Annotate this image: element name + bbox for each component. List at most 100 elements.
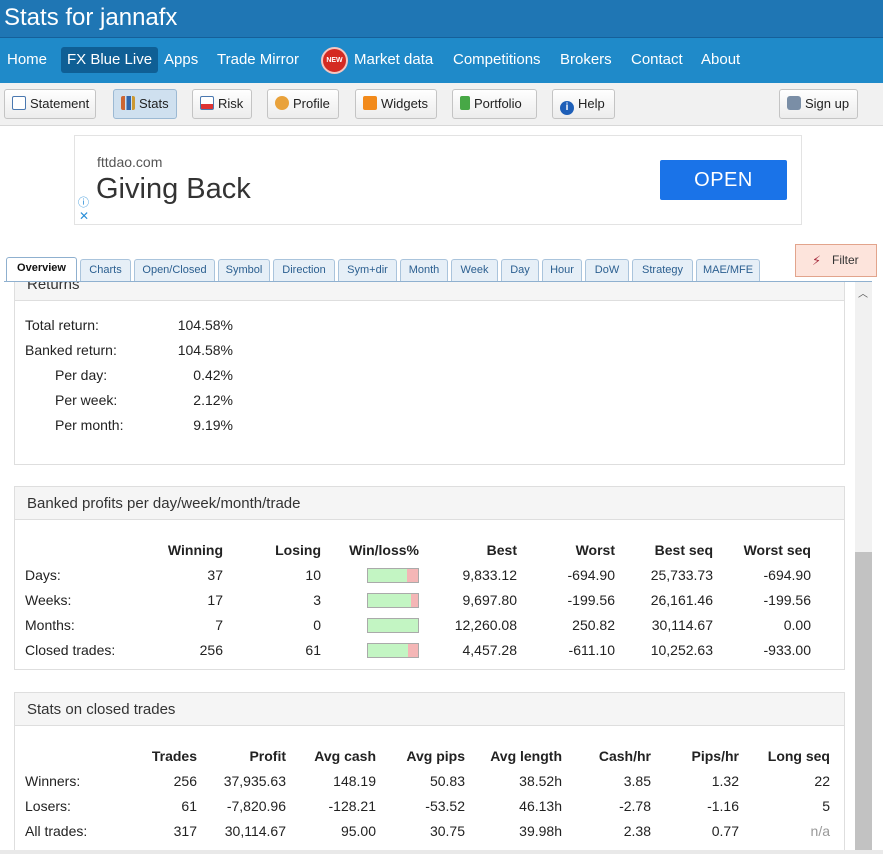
scrollbar-thumb[interactable] — [855, 552, 872, 850]
signup-label: Sign up — [805, 96, 850, 111]
ad-info-icon[interactable]: ⓘ — [78, 197, 89, 209]
widgets-button[interactable]: Widgets — [355, 89, 437, 119]
nav-home[interactable]: Home — [7, 51, 48, 68]
statement-label: Statement — [30, 96, 90, 111]
tab-direction[interactable]: Direction — [273, 259, 335, 281]
best-cell: 9,697.80 — [462, 591, 518, 608]
row-label: Months: — [25, 616, 75, 633]
table-row: Winners: 256 37,935.63 148.19 50.83 38.5… — [25, 768, 830, 793]
winning-cell: 7 — [215, 616, 223, 633]
tab-month[interactable]: Month — [400, 259, 448, 281]
portfolio-button[interactable]: Portfolio — [452, 89, 537, 119]
tab-sym-dir[interactable]: Sym+dir — [338, 259, 397, 281]
scroll-up-icon[interactable]: ︿ — [858, 289, 868, 300]
help-label: Help — [578, 96, 605, 111]
returns-value: 104.58% — [177, 342, 233, 358]
cash-hr-cell: 2.38 — [623, 822, 651, 839]
tab-hour[interactable]: Hour — [542, 259, 582, 281]
table-row: Weeks: 17 3 9,697.80 -199.56 26,161.46 -… — [25, 587, 811, 612]
winloss-bar-fill — [368, 618, 418, 632]
table-header-row: Winning Losing Win/loss% Best Worst Best… — [25, 537, 811, 562]
returns-value: 104.58% — [177, 317, 233, 333]
row-label: Winners: — [25, 772, 81, 789]
worst-seq-cell: -933.00 — [763, 641, 811, 658]
avg-pips-cell: 30.75 — [429, 822, 465, 839]
worst-seq-cell: -199.56 — [763, 591, 811, 608]
winloss-bar — [367, 567, 419, 583]
profile-button[interactable]: Profile — [267, 89, 339, 119]
winning-cell: 256 — [199, 641, 223, 658]
column-header: Losing — [275, 541, 321, 558]
avg-cash-cell: 95.00 — [340, 822, 376, 839]
column-header: Avg pips — [406, 747, 465, 764]
nav-apps[interactable]: Apps — [164, 51, 199, 68]
pips-hr-cell: -1.16 — [707, 797, 739, 814]
tab-charts[interactable]: Charts — [80, 259, 131, 281]
tab-strategy[interactable]: Strategy — [632, 259, 693, 281]
nav-brokers[interactable]: Brokers — [560, 51, 612, 68]
stats-button[interactable]: Stats — [113, 89, 177, 119]
winloss-bar — [367, 642, 419, 658]
returns-label: Per week: — [55, 392, 118, 408]
cash-hr-cell: -2.78 — [619, 797, 651, 814]
profile-label: Profile — [293, 96, 330, 111]
table-row: Months: 7 0 12,260.08 250.82 30,114.67 0… — [25, 612, 811, 637]
column-header: Avg cash — [314, 747, 376, 764]
signup-button[interactable]: Sign up — [779, 89, 858, 119]
long-seq-cell: 22 — [814, 772, 830, 789]
winning-cell: 37 — [207, 566, 223, 583]
trades-cell: 61 — [181, 797, 197, 814]
advertisement[interactable]: fttdao.com Giving Back OPEN ⓘ ✕ — [74, 135, 802, 225]
nav-competitions[interactable]: Competitions — [453, 51, 541, 68]
nav-about[interactable]: About — [701, 51, 741, 68]
portfolio-icon — [460, 96, 470, 110]
stats-content[interactable]: Returns Total return: 104.58% Banked ret… — [4, 282, 855, 850]
column-header: Pips/hr — [691, 747, 739, 764]
avg-cash-cell: -128.21 — [328, 797, 376, 814]
tab-mae-mfe[interactable]: MAE/MFE — [696, 259, 760, 281]
ad-headline: Giving Back — [96, 173, 251, 205]
row-label: Closed trades: — [25, 641, 116, 658]
worst-seq-cell: -694.90 — [763, 566, 811, 583]
signup-icon — [787, 96, 801, 110]
worst-cell: -694.90 — [567, 566, 615, 583]
stats-label: Stats — [139, 96, 169, 111]
content-scrollbar[interactable]: ︿ — [855, 282, 872, 850]
profit-cell: 37,935.63 — [223, 772, 286, 789]
filter-button[interactable]: ⚡ Filter — [795, 244, 877, 277]
nav-trade-mirror[interactable]: Trade Mirror — [217, 51, 299, 68]
help-button[interactable]: i Help — [552, 89, 615, 119]
ad-close-icon[interactable]: ✕ — [79, 209, 90, 223]
column-header: Profit — [249, 747, 286, 764]
best-seq-cell: 26,161.46 — [650, 591, 713, 608]
avg-pips-cell: 50.83 — [429, 772, 465, 789]
risk-button[interactable]: Risk — [192, 89, 252, 119]
row-label: Losers: — [25, 797, 71, 814]
tab-overview[interactable]: Overview — [6, 257, 77, 282]
statement-button[interactable]: Statement — [4, 89, 96, 119]
column-header — [25, 743, 107, 768]
stats-tabs: Overview Charts Open/Closed Symbol Direc… — [0, 257, 883, 282]
returns-panel: Returns Total return: 104.58% Banked ret… — [14, 282, 845, 465]
horizontal-scrollbar[interactable] — [0, 850, 883, 854]
tab-open-closed[interactable]: Open/Closed — [134, 259, 215, 281]
ad-open-button[interactable]: OPEN — [660, 160, 787, 200]
tab-day[interactable]: Day — [501, 259, 539, 281]
table-row: Days: 37 10 9,833.12 -694.90 25,733.73 -… — [25, 562, 811, 587]
best-seq-cell: 25,733.73 — [650, 566, 713, 583]
trades-cell: 256 — [173, 772, 197, 789]
nav-fx-blue-live[interactable]: FX Blue Live — [61, 47, 159, 73]
nav-market-data[interactable]: Market data — [354, 51, 434, 68]
winloss-cell — [321, 612, 419, 637]
risk-icon — [200, 96, 214, 110]
losing-cell: 3 — [313, 591, 321, 608]
worst-seq-cell: 0.00 — [783, 616, 811, 633]
tab-symbol[interactable]: Symbol — [218, 259, 270, 281]
nav-contact[interactable]: Contact — [631, 51, 683, 68]
tab-dow[interactable]: DoW — [585, 259, 629, 281]
winloss-bar-fill — [368, 643, 409, 657]
column-header: Worst seq — [743, 541, 811, 558]
column-header: Best — [486, 541, 517, 558]
tab-week[interactable]: Week — [451, 259, 498, 281]
column-header: Trades — [151, 747, 197, 764]
